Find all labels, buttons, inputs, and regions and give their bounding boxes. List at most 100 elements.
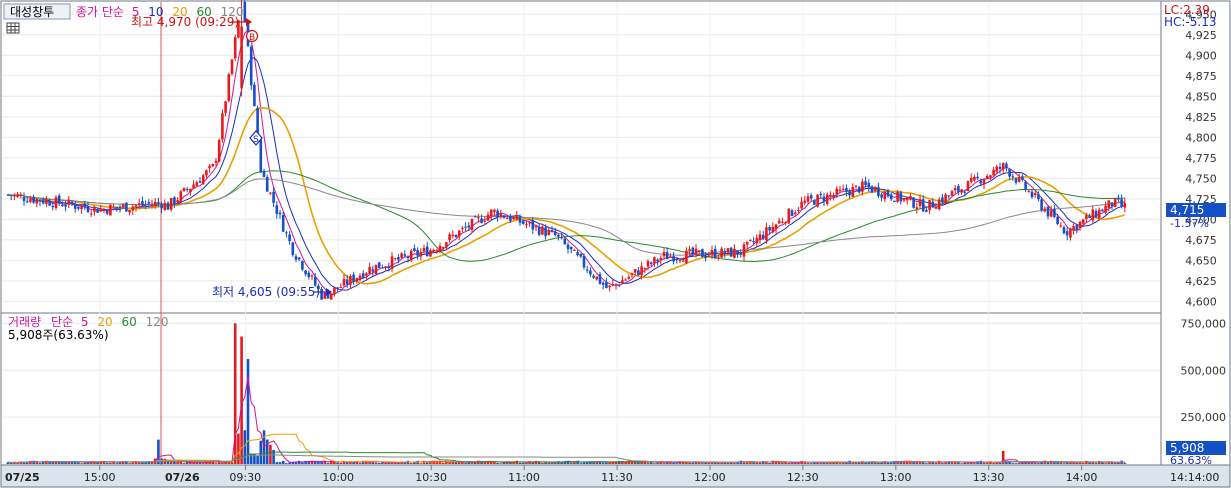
volume-bar (845, 461, 848, 464)
volume-bars (6, 323, 1127, 464)
candle-body (573, 249, 576, 251)
candle-body (89, 213, 93, 215)
candle-body (269, 192, 272, 194)
volume-bar (752, 462, 755, 464)
table-view-icon[interactable] (6, 22, 20, 34)
candle-body (800, 201, 803, 209)
candle-body (112, 206, 115, 208)
candle-body (102, 209, 106, 212)
candle-body (240, 26, 243, 89)
volume-bar (867, 461, 871, 464)
volume-bar (9, 462, 13, 464)
candle-body (912, 197, 915, 208)
candle-body (355, 278, 359, 282)
candle-body (189, 188, 192, 193)
volume-bar (137, 462, 141, 464)
candle-body (125, 202, 128, 212)
volume-bar (550, 463, 554, 464)
candle-body (995, 166, 999, 172)
price-tick-label: 4,725 (1185, 193, 1217, 206)
volume-bar (387, 462, 391, 464)
candle-body (854, 185, 858, 187)
volume-plot-area[interactable] (0, 312, 1162, 466)
candle-body (1021, 176, 1024, 180)
candle-body (710, 250, 714, 255)
candle-body (320, 288, 323, 300)
volume-bar (870, 461, 874, 464)
volume-bar (953, 462, 957, 464)
candle-body (256, 107, 259, 140)
candle-body (1081, 219, 1085, 224)
volume-bar (1056, 462, 1059, 464)
price-tick-label: 4,950 (1185, 8, 1217, 21)
volume-bar (48, 460, 51, 464)
candle-body (499, 213, 503, 218)
stock-name-box[interactable] (3, 3, 71, 20)
candle-body (265, 176, 269, 192)
volume-bar (169, 460, 173, 464)
candle-body (217, 139, 221, 162)
candle-body (534, 226, 538, 228)
volume-bar (259, 440, 263, 464)
volume-bar (973, 463, 976, 464)
volume-bar (173, 461, 176, 464)
volume-bar (742, 462, 746, 464)
candle-body (569, 246, 573, 250)
candle-body (368, 266, 371, 274)
candle-body (512, 217, 515, 220)
volume-bar (646, 462, 650, 464)
volume-bar (480, 461, 483, 464)
volume-bar (243, 430, 247, 464)
candle-body (925, 209, 928, 212)
candle-body (137, 203, 141, 206)
candle-body (899, 192, 903, 202)
candle-body (537, 226, 541, 235)
volume-bar (198, 462, 202, 464)
volume-bar (115, 463, 119, 464)
volume-bar (310, 460, 314, 464)
volume-bar (461, 462, 464, 464)
candle-body (1113, 198, 1117, 207)
volume-bar (109, 462, 112, 464)
candle-body (950, 191, 954, 196)
vma60-legend: 60 (121, 315, 136, 329)
time-tick-label: 07/25 (5, 471, 40, 484)
volume-bar (934, 462, 938, 464)
volume-bar (1014, 463, 1018, 464)
sell-signal-marker[interactable]: S (249, 130, 263, 146)
candle-body (51, 206, 55, 208)
volume-bar (825, 461, 829, 464)
volume-bar (912, 462, 915, 464)
candle-body (797, 209, 800, 211)
volume-bar (1037, 463, 1040, 464)
candle-body (841, 188, 845, 190)
volume-bar (54, 461, 58, 464)
volume-bar (537, 461, 541, 464)
volume-bar (1027, 462, 1031, 464)
volume-bar (358, 462, 362, 464)
volume-bar (985, 462, 989, 464)
volume-bar (915, 461, 919, 464)
candle-body (518, 216, 522, 223)
candle-body (307, 272, 311, 278)
candle-body (73, 204, 77, 209)
candle-body (694, 248, 698, 255)
price-plot-area[interactable] (0, 0, 1162, 314)
candle-body (77, 206, 80, 209)
volume-bar (947, 461, 951, 464)
price-indicator-name: 종가 단순 (76, 5, 124, 19)
volume-bar (147, 461, 151, 464)
volume-bar (1110, 462, 1114, 464)
candle-body (617, 284, 621, 286)
candle-body (361, 273, 365, 279)
volume-bar (83, 462, 87, 464)
candle-body (1049, 210, 1053, 217)
volume-bar (313, 461, 317, 464)
buy-signal-marker[interactable]: B (245, 29, 259, 44)
candle-body (560, 237, 563, 239)
candle-body (304, 270, 307, 275)
volume-bar (713, 461, 717, 464)
candle-body (845, 188, 848, 192)
candle-body (1088, 215, 1091, 219)
